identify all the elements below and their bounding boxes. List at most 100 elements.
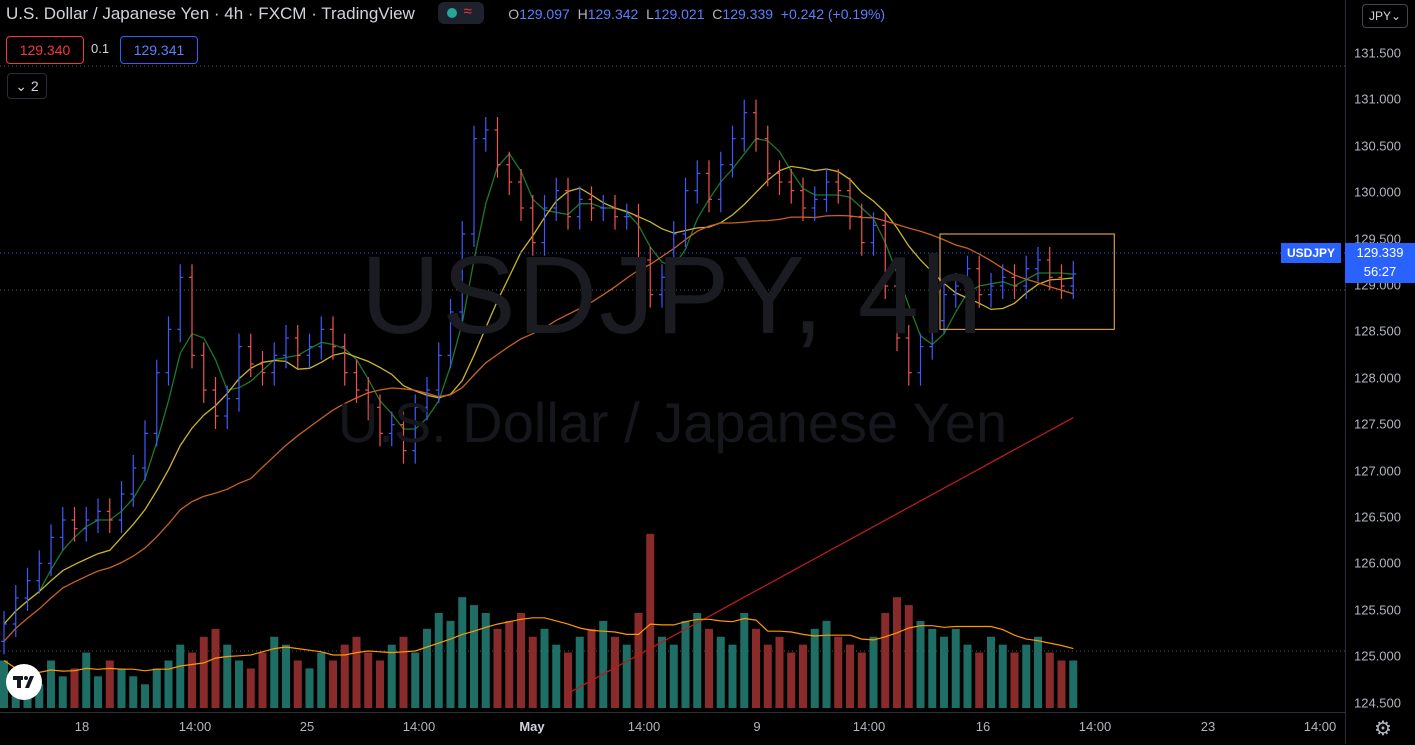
volume-bar (223, 644, 232, 708)
volume-bar (94, 676, 102, 708)
chevron-down-icon: ⌄ (15, 78, 28, 94)
volume-bar (270, 636, 279, 708)
volume-bar (528, 636, 537, 708)
high-value: 129.342 (587, 6, 639, 23)
volume-bar (928, 628, 937, 708)
volume-bar (998, 644, 1007, 708)
volume-bar (411, 652, 420, 708)
time-tick-label: 25 (299, 719, 315, 734)
price-tick-label: 131.000 (1354, 91, 1401, 107)
volume-bar (82, 652, 91, 708)
time-tick-label: 14:00 (1078, 719, 1112, 734)
volume-bar (834, 636, 843, 708)
indicators-toggle-button[interactable]: ⌄ 2 (7, 73, 47, 99)
sell-button[interactable]: 129.340 (6, 36, 84, 64)
volume-bar (35, 684, 44, 708)
ma-short-line (3, 137, 1074, 625)
volume-bar (1045, 652, 1054, 708)
volume-bar (646, 533, 655, 708)
volume-bar (575, 636, 584, 708)
indicator-count: 2 (30, 78, 39, 94)
price-chart[interactable] (0, 0, 1345, 712)
low-value: 129.021 (653, 6, 705, 23)
close-label: C (712, 6, 723, 23)
volume-bar (987, 636, 995, 708)
volume-bar (517, 613, 525, 708)
volume-bar (70, 668, 79, 708)
price-tick-label: 128.000 (1354, 370, 1401, 386)
symbol-watermark: USDJPY, 4h (360, 234, 985, 357)
time-tick-label: 18 (74, 719, 90, 734)
buy-button[interactable]: 129.341 (120, 36, 198, 64)
time-tick-label: 14:00 (1303, 719, 1337, 734)
volume-bar (1069, 660, 1078, 708)
volume-bar (846, 644, 854, 708)
currency-label: JPY (1368, 9, 1391, 23)
volume-bar (951, 628, 960, 708)
time-tick-label: 16 (975, 719, 991, 734)
volume-bar (564, 652, 572, 708)
last-price-label: 129.339 56:27 (1345, 243, 1415, 283)
ma-medium-line (3, 165, 1074, 625)
price-tick-label: 126.500 (1354, 509, 1401, 525)
volume-bar (58, 676, 67, 708)
volume-bar (493, 628, 502, 708)
time-axis[interactable]: 18 14:00 25 14:00 May 14:00 9 14:00 16 14:00 23 14:… (0, 712, 1345, 745)
volume-bar (893, 597, 901, 708)
volume-bar (857, 652, 866, 708)
volume-bar (693, 613, 702, 708)
volume-bar (810, 628, 819, 708)
volume-bar (470, 605, 478, 708)
settings-gear-icon[interactable]: ⚙ (1374, 718, 1392, 740)
volume-bar (587, 628, 596, 708)
tradingview-logo-icon[interactable] (6, 664, 42, 700)
volume-bar (282, 644, 290, 708)
volume-bar (505, 620, 514, 708)
price-tick-label: 125.500 (1354, 602, 1401, 618)
volume-bar (622, 644, 631, 708)
volume-bar (728, 644, 737, 708)
bar-countdown: 56:27 (1363, 264, 1397, 279)
price-axis[interactable]: 131.500 131.000 130.500 130.000 129.500 129.0… (1345, 0, 1415, 744)
close-value: 129.339 (722, 6, 774, 23)
volume-bar (340, 644, 349, 708)
volume-bar (117, 668, 126, 708)
volume-bar (705, 628, 713, 708)
description-watermark: U.S. Dollar / Japanese Yen (337, 391, 1008, 454)
data-wave-icon: ≈ (463, 3, 472, 20)
volume-bar (822, 620, 831, 708)
highlight-rectangle (939, 233, 1115, 330)
price-tick-label: 130.500 (1354, 138, 1401, 154)
volume-bar (740, 613, 749, 708)
volume-bar (423, 628, 431, 708)
volume-bar (105, 660, 114, 708)
price-tick-label: 125.000 (1354, 648, 1401, 664)
price-tick-label: 129.500 (1354, 231, 1401, 247)
volume-bar (775, 636, 784, 708)
volume-bar (1034, 636, 1042, 708)
price-tick-label: 130.000 (1354, 184, 1401, 200)
volume-bar (434, 613, 443, 708)
volume-bar (188, 652, 196, 708)
price-tick-label: 128.500 (1354, 323, 1401, 339)
chart-legend: U.S. Dollar / Japanese Yen · 4h · FXCM ·… (6, 2, 886, 26)
volume-bar (152, 668, 161, 708)
change-value: +0.242 (+0.19%) (780, 6, 886, 23)
volume-bar (752, 628, 760, 708)
volume-bar (235, 660, 243, 708)
symbol-title[interactable]: U.S. Dollar / Japanese Yen · 4h · FXCM ·… (6, 4, 415, 24)
volume-bar (904, 605, 913, 708)
open-label: O (508, 6, 520, 23)
time-tick-label: 9 (753, 719, 761, 734)
status-indicator[interactable]: ≈ (437, 2, 484, 24)
volume-bar (199, 636, 208, 708)
volume-bar (669, 644, 678, 708)
volume-bar (47, 660, 55, 708)
market-open-icon (446, 8, 457, 18)
volume-bar (211, 628, 220, 708)
currency-button[interactable]: JPY⌄ (1362, 4, 1408, 28)
ma-long-line (3, 214, 1074, 642)
price-tick-label: 131.500 (1354, 45, 1401, 61)
open-value: 129.097 (519, 6, 570, 23)
volume-bar (1057, 660, 1066, 708)
